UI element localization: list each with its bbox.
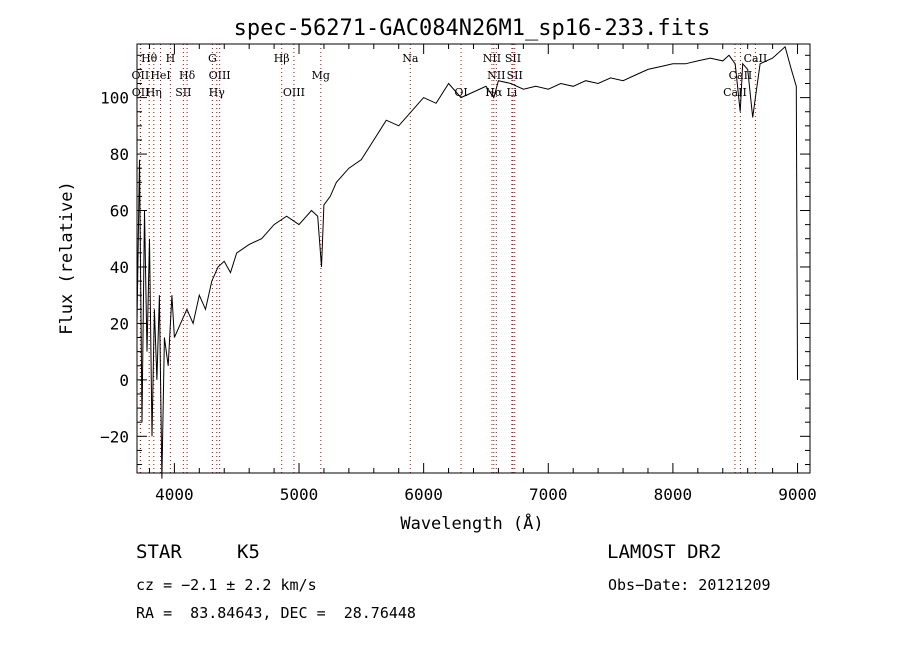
spectrum-series <box>136 45 798 479</box>
x-tick-label: 7000 <box>529 485 568 504</box>
x-tick-label: 9000 <box>778 485 817 504</box>
x-axis: 4000 5000 6000 7000 8000 9000 <box>148 44 817 504</box>
line-marker-label: NII <box>487 69 505 82</box>
line-marker-label: OIII <box>283 86 305 99</box>
line-marker-label: SII <box>507 69 523 82</box>
line-marker-label: SII <box>505 52 521 65</box>
line-marker-label: SII <box>175 86 191 99</box>
observation-date: Obs−Date: 20121209 <box>608 576 771 594</box>
y-tick-label: 40 <box>110 258 129 277</box>
line-marker-label: NII <box>483 52 501 65</box>
y-tick-label: 20 <box>110 314 129 333</box>
line-marker-label: Li <box>506 86 517 99</box>
y-tick-label: −20 <box>100 427 129 446</box>
line-marker-label: OII <box>132 86 150 99</box>
sky-coordinates: RA = 83.84643, DEC = 28.76448 <box>136 604 416 622</box>
survey-name: LAMOST DR2 <box>607 541 722 563</box>
line-marker-label: OII <box>132 69 150 82</box>
y-axis-label: Flux (relative) <box>57 181 77 335</box>
line-marker-label: CaII <box>744 52 768 65</box>
line-marker-label: HeI <box>150 69 170 82</box>
y-tick-label: 80 <box>110 145 129 164</box>
x-tick-label: 6000 <box>404 485 443 504</box>
line-marker-label: Mg <box>312 69 330 82</box>
x-axis-label: Wavelength (Å) <box>400 512 543 534</box>
line-marker-label: OIII <box>209 69 231 82</box>
line-marker-label: Hβ <box>274 52 290 65</box>
line-marker-label: Hη <box>146 86 162 99</box>
object-subclass: K5 <box>237 541 260 563</box>
line-marker-label: H <box>166 52 176 65</box>
chart-title: spec-56271-GAC084N26M1_sp16-233.fits <box>234 16 711 41</box>
y-tick-label: 60 <box>110 202 129 221</box>
plot-frame <box>136 43 811 474</box>
line-marker-label: Hα <box>485 86 503 99</box>
spectrum-line <box>136 45 798 479</box>
line-marker-label: Hγ <box>209 86 226 99</box>
line-marker-label: CaII <box>723 86 747 99</box>
object-class: STAR <box>136 541 182 563</box>
x-tick-label: 4000 <box>155 485 194 504</box>
redshift-velocity: cz = −2.1 ± 2.2 km/s <box>136 576 317 594</box>
x-tick-label: 5000 <box>280 485 319 504</box>
y-tick-label: 100 <box>100 89 129 108</box>
y-tick-label: 0 <box>119 371 129 390</box>
x-tick-label: 8000 <box>654 485 693 504</box>
line-marker-label: Hθ <box>141 52 158 65</box>
line-marker-label: Hδ <box>179 69 196 82</box>
line-marker-label: G <box>208 52 217 65</box>
line-marker-label: Na <box>402 52 419 65</box>
y-axis: −20 0 20 40 60 80 100 <box>100 54 810 466</box>
